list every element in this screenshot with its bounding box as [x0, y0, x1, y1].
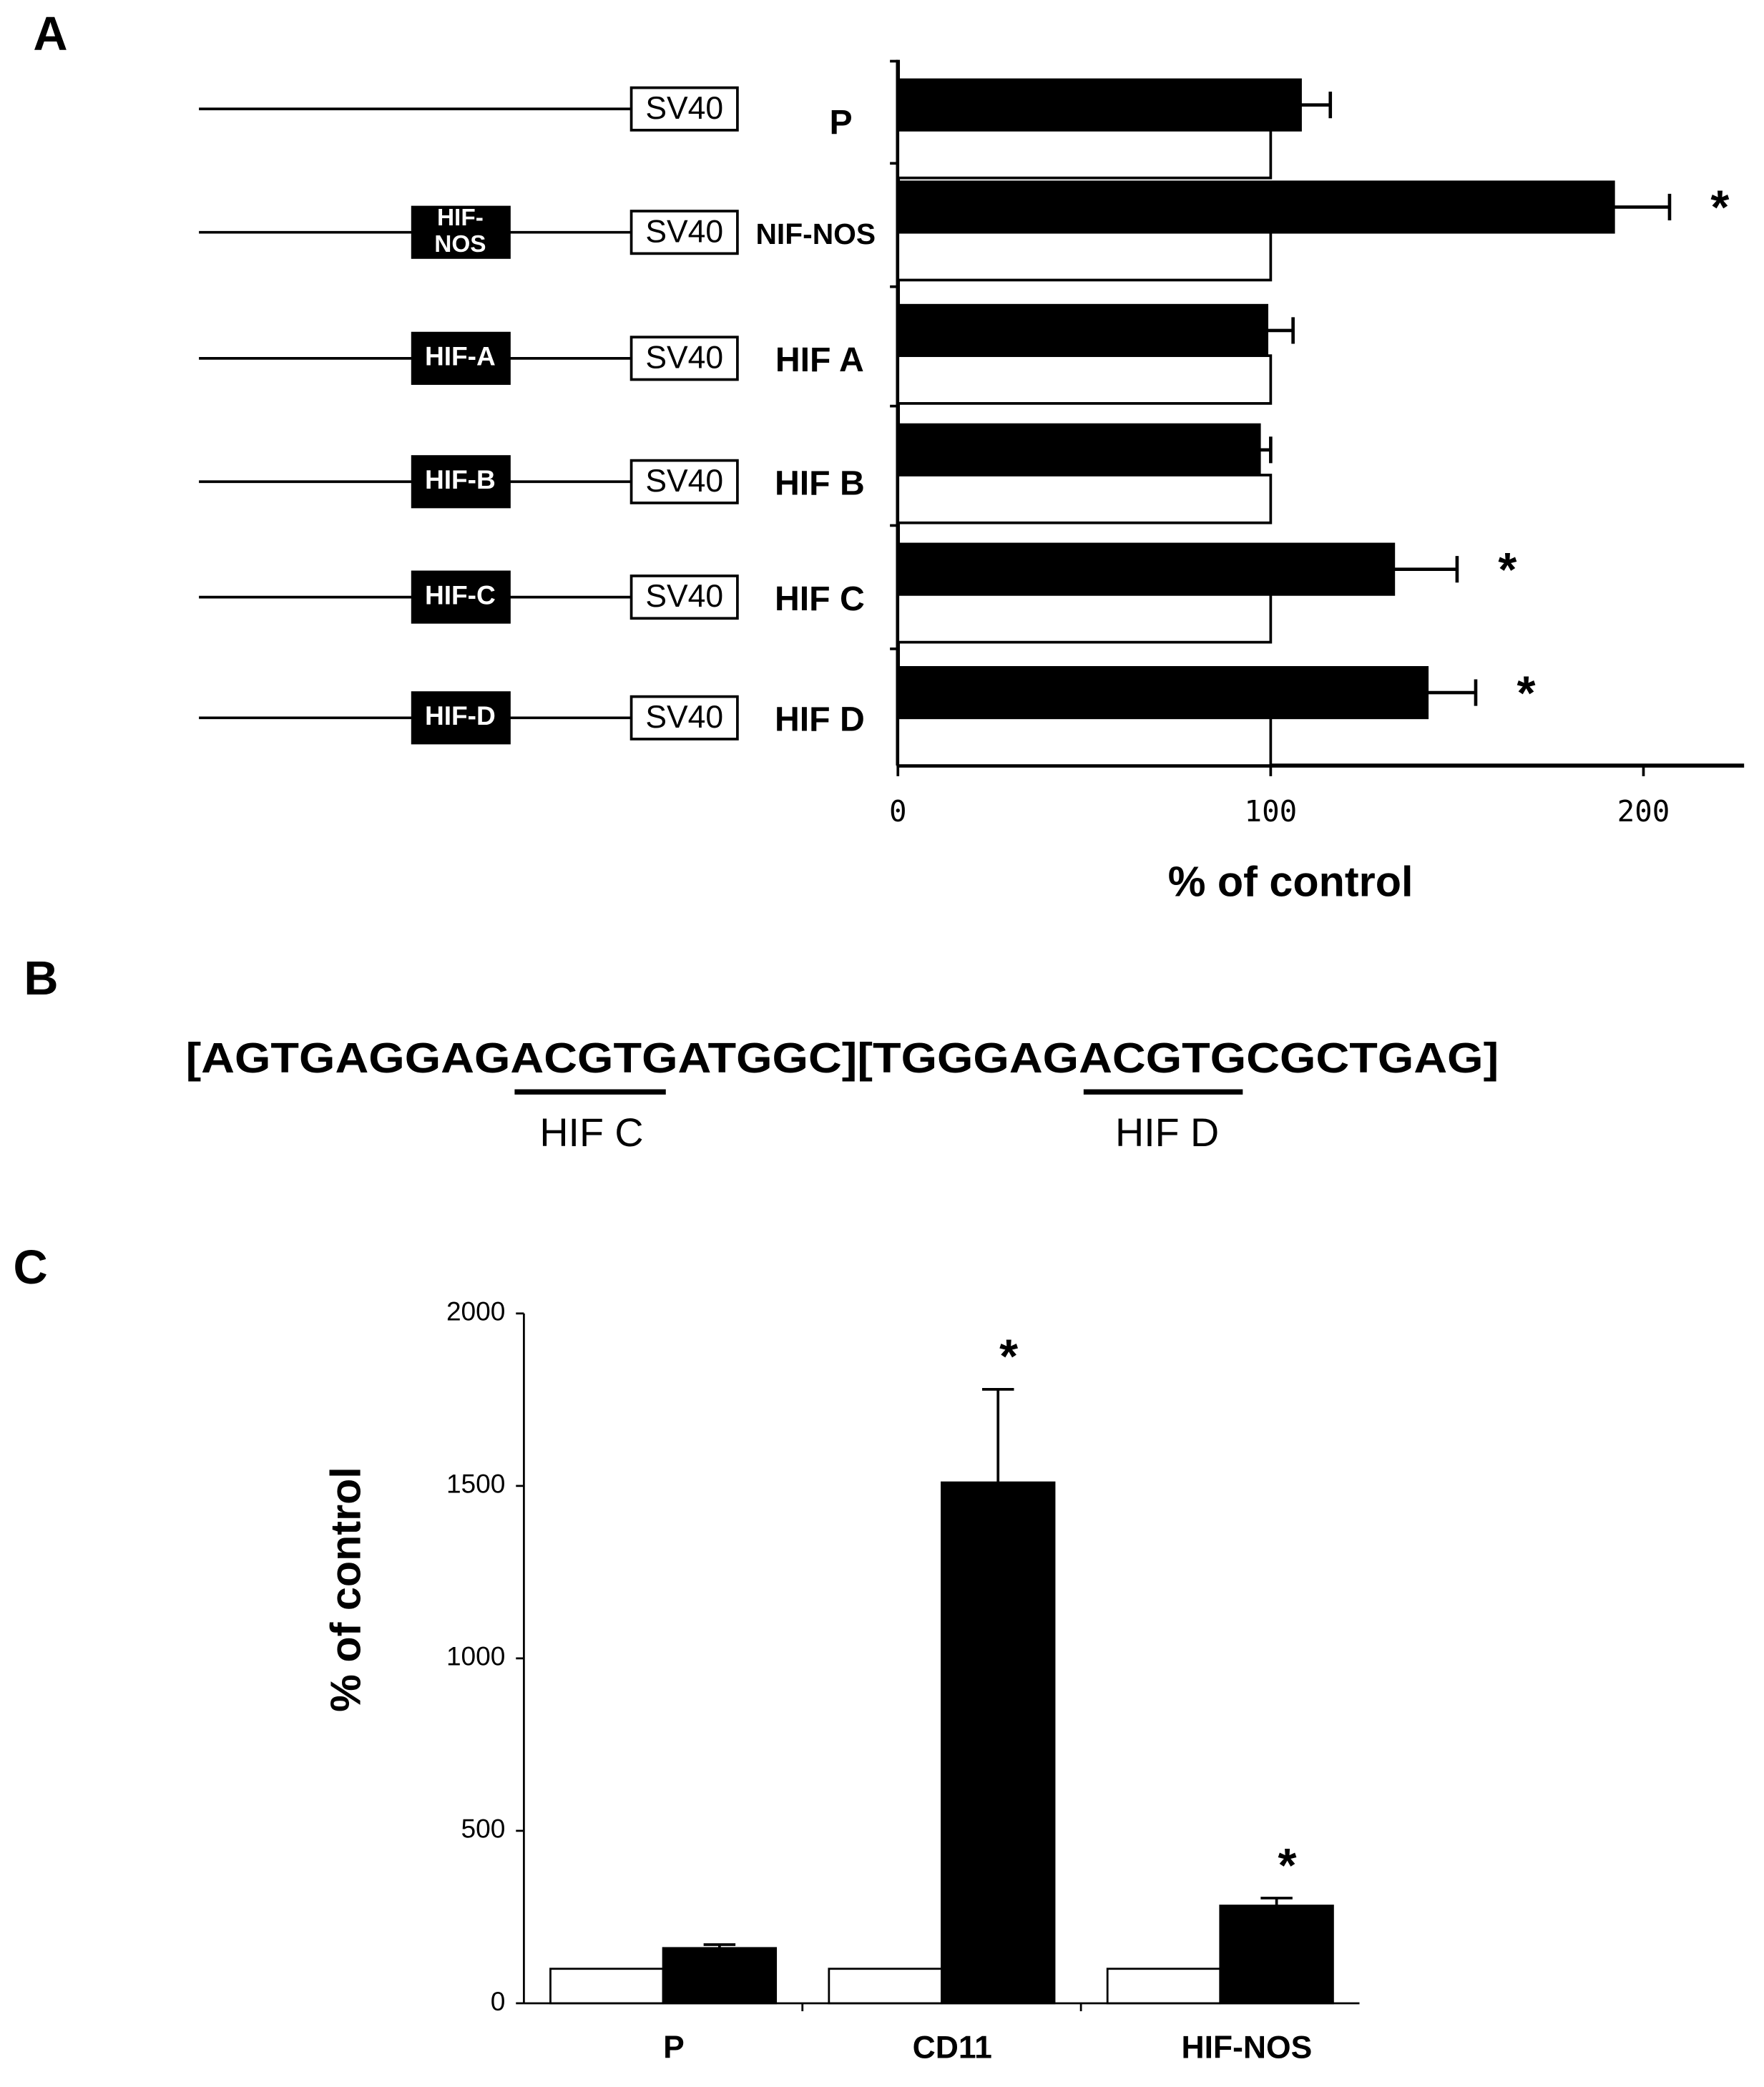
bar [828, 1968, 943, 2005]
element-box [411, 570, 511, 624]
bar [896, 542, 1396, 596]
panel-label: C [14, 1241, 48, 1294]
bar [662, 1947, 778, 2005]
panel-label: B [24, 952, 58, 1005]
promoter-label: SV40 [645, 579, 723, 614]
x-tick-label: HIF-NOS [1181, 2030, 1312, 2066]
promoter-box [629, 459, 739, 504]
significance-marker: * [1498, 544, 1516, 597]
promoter-label: SV40 [645, 340, 723, 375]
error-bar [1613, 193, 1672, 221]
promoter-box [629, 575, 739, 620]
bar [1106, 1968, 1222, 2005]
promoter-label: SV40 [645, 91, 723, 126]
y-tick-label: 500 [461, 1814, 506, 1844]
bar [896, 129, 1273, 180]
element-label: HIF-B [425, 464, 496, 494]
element-label: HIF-NOS [434, 205, 486, 258]
x-tick-label: 100 [1245, 794, 1298, 829]
promoter-label: SV40 [645, 214, 723, 249]
promoter-box [629, 210, 739, 255]
category-label: HIF D [775, 700, 865, 739]
bar [941, 1481, 1056, 2005]
sequence: [AGTGAGGAGACGTGATGGC][TGGGAGACGTGCGCTGAG… [186, 1034, 1499, 1082]
significance-marker: * [1278, 1839, 1296, 1892]
x-tick-label: 200 [1617, 794, 1670, 829]
bar [896, 423, 1261, 476]
x-tick-label: CD11 [913, 2030, 992, 2066]
element-box [411, 455, 511, 509]
bar [896, 474, 1273, 524]
bar [896, 354, 1273, 405]
error-bar [1393, 556, 1459, 583]
y-tick-label: 0 [491, 1986, 506, 2016]
bar [896, 665, 1429, 720]
category-label: NIF-NOS [755, 218, 876, 250]
promoter-box [629, 86, 739, 132]
promoter-label: SV40 [645, 464, 723, 499]
panel-label: A [33, 8, 67, 61]
element-box [411, 331, 511, 385]
site-label: HIF C [539, 1110, 643, 1155]
element-box [411, 205, 511, 259]
bar [896, 180, 1615, 234]
significance-marker: * [1710, 182, 1729, 235]
y-tick-label: 1500 [446, 1469, 505, 1499]
bar [896, 593, 1273, 644]
bar [896, 78, 1302, 132]
element-box [411, 691, 511, 745]
element-label: HIF-C [425, 580, 496, 610]
bar [1219, 1905, 1334, 2005]
category-label: P [829, 103, 852, 142]
significance-marker: * [999, 1331, 1018, 1384]
bar [896, 230, 1273, 282]
error-bar [981, 1388, 1014, 1483]
error-bar [1267, 317, 1295, 344]
promoter-box [629, 695, 739, 741]
bar [896, 716, 1273, 767]
element-label: HIF-A [425, 341, 496, 371]
site-label: HIF D [1115, 1110, 1219, 1155]
bar [896, 303, 1269, 357]
y-tick-label: 2000 [446, 1296, 505, 1326]
error-bar [1300, 92, 1333, 119]
y-axis-label: % of control [321, 1467, 369, 1712]
category-label: HIF C [775, 580, 865, 618]
bar [549, 1968, 665, 2005]
promoter-box [629, 336, 739, 381]
y-tick-label: 1000 [446, 1641, 505, 1671]
error-bar [1259, 436, 1273, 464]
significance-marker: * [1516, 667, 1535, 720]
x-tick-label: P [663, 2030, 685, 2066]
error-bar [703, 1943, 736, 1948]
x-axis-label: % of control [1168, 858, 1413, 906]
x-tick-label: 0 [889, 794, 907, 829]
error-bar [1427, 679, 1478, 706]
promoter-label: SV40 [645, 700, 723, 735]
category-label: HIF A [775, 341, 864, 379]
error-bar [1260, 1897, 1293, 1906]
category-label: HIF B [775, 464, 865, 503]
element-label: HIF-D [425, 700, 496, 730]
